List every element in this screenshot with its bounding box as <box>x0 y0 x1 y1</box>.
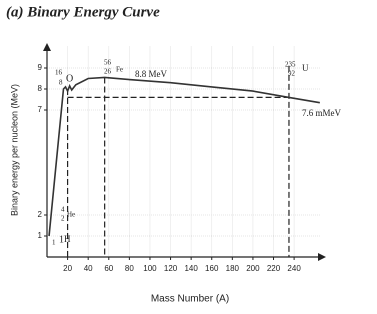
y-tick-label: 8 <box>38 84 43 93</box>
y-axis-arrow <box>43 43 51 51</box>
x-tick-label: 40 <box>84 264 93 273</box>
annotation: He <box>67 211 75 219</box>
annotation: 8.8 MeV <box>135 69 167 79</box>
x-tick-label: 60 <box>104 264 113 273</box>
annotation: 7.6 mMeV <box>302 108 341 118</box>
x-tick-label: 220 <box>267 264 281 273</box>
annotation: H <box>64 234 71 244</box>
annotation: 1 <box>59 234 64 245</box>
annotation: 92 <box>288 70 296 78</box>
y-tick-label: 9 <box>38 63 43 72</box>
x-tick-label: 100 <box>143 264 157 273</box>
x-tick-label: 240 <box>287 264 301 273</box>
annotation: U <box>302 63 309 73</box>
chart-title: (a) Binary Energy Curve <box>6 4 160 20</box>
y-tick-label: 2 <box>38 210 43 219</box>
x-tick-label: 140 <box>184 264 198 273</box>
x-tick-label: 180 <box>226 264 240 273</box>
y-tick-label: 7 <box>38 105 43 114</box>
annotation: 16 <box>55 69 63 77</box>
y-axis-label: Binary energy per nucleon (MeV) <box>9 84 19 216</box>
annotation: 235 <box>285 61 296 69</box>
x-tick-label: 20 <box>63 264 72 273</box>
x-tick-label: 80 <box>125 264 134 273</box>
y-tick-label: 1 <box>38 231 43 240</box>
x-tick-label: 120 <box>164 264 178 273</box>
annotation: 4 <box>61 206 65 214</box>
annotation: 1 <box>52 239 56 247</box>
annotation: 26 <box>104 68 112 76</box>
annotation: O <box>66 73 73 84</box>
x-axis-label: Mass Number (A) <box>151 294 229 305</box>
annotation: Fe <box>116 66 123 74</box>
x-tick-label: 160 <box>205 264 219 273</box>
annotation: 2 <box>61 215 65 223</box>
x-axis-arrow <box>318 253 326 261</box>
annotation: 56 <box>104 59 112 67</box>
x-tick-label: 200 <box>246 264 260 273</box>
annotation: 8 <box>59 79 63 87</box>
grid <box>47 46 320 257</box>
energy-curve <box>48 76 320 237</box>
